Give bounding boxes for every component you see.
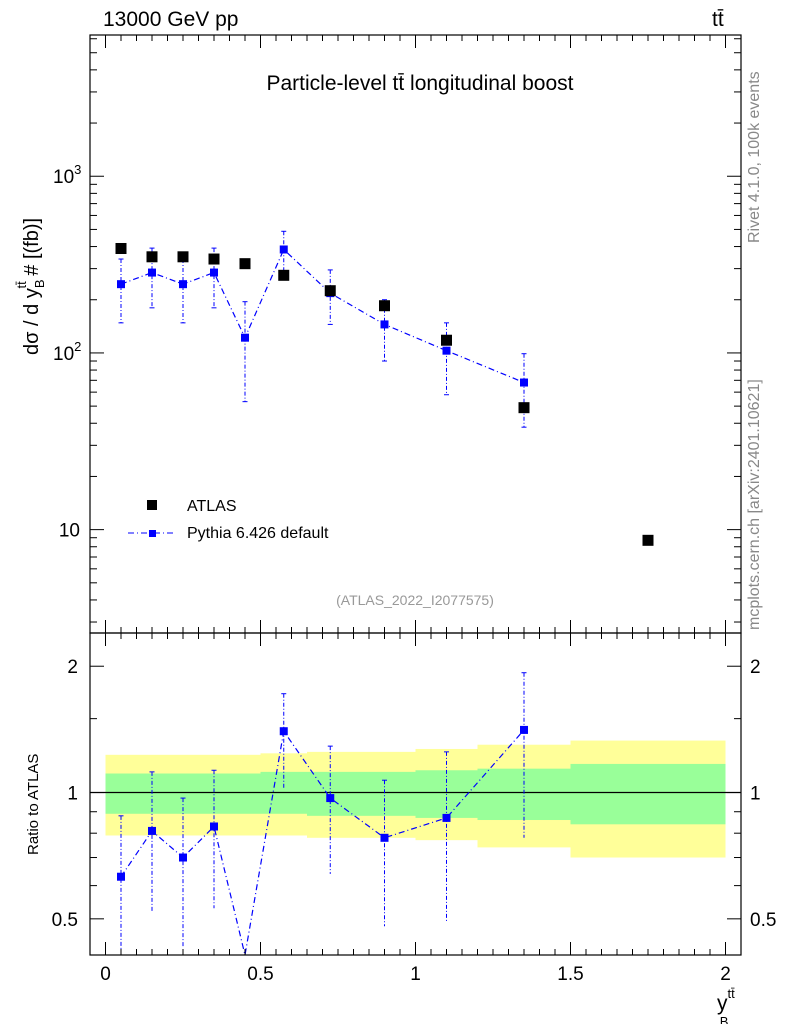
pythia-point <box>117 280 125 289</box>
y-axis-label-tail: # [(fb)] <box>21 218 43 281</box>
pythia-point <box>241 333 249 342</box>
stat-uncertainty-band <box>570 763 726 825</box>
stat-uncertainty-band <box>167 773 199 814</box>
atlas-point <box>379 300 390 312</box>
ratio-point <box>326 794 335 803</box>
legend-label-pythia: Pythia 6.426 default <box>187 525 329 542</box>
y-tick-label-pow: 102 <box>53 339 81 365</box>
chart-title: Particle-level tt̄ longitudinal boost <box>266 72 573 95</box>
x-axis-label: ytt̄ B <box>717 986 735 1024</box>
ratio-point <box>442 813 451 822</box>
pythia-point <box>520 378 528 387</box>
y-tick-label-base: 10 <box>53 167 74 188</box>
pythia-point <box>210 268 218 277</box>
y-axis-label: dσ / d yBtt̄ # [(fb)] <box>14 218 47 355</box>
atlas-point <box>146 251 158 263</box>
legend-marker-pythia <box>149 530 156 537</box>
pythia-point <box>380 320 389 329</box>
ratio-point <box>148 826 156 835</box>
x-tick-label: 1 <box>410 964 421 985</box>
stat-uncertainty-band <box>477 768 571 821</box>
y-tick-label-exp: 2 <box>74 339 81 354</box>
x-axis-label-main: y <box>717 992 728 1015</box>
atlas-point <box>324 285 336 297</box>
ratio-point <box>279 727 288 736</box>
atlas-point <box>177 251 189 263</box>
pythia-point <box>179 280 187 289</box>
y-tick-label-exp: 3 <box>74 162 81 177</box>
pythia-line <box>120 248 525 384</box>
ratio-point <box>520 725 528 734</box>
atlas-point <box>115 242 127 254</box>
atlas-point <box>278 269 290 281</box>
ratio-point <box>179 853 187 862</box>
atlas-point <box>239 258 251 270</box>
x-tick-label: 2 <box>720 964 731 985</box>
ratio-tick-label-right: 1 <box>750 784 761 805</box>
ratio-tick-label-right: 2 <box>750 657 761 678</box>
pythia-point <box>442 346 451 355</box>
atlas-point <box>208 253 220 265</box>
y-tick-label-base: 10 <box>53 344 74 365</box>
ratio-tick-label-left: 0.5 <box>52 910 78 931</box>
analysis-watermark: (ATLAS_2022_I2077575) <box>336 592 494 608</box>
ratio-point <box>380 833 389 842</box>
x-axis-label-sup: tt̄ <box>728 986 736 1001</box>
ratio-line <box>120 729 525 956</box>
y-axis-label-sup: tt̄ <box>14 281 29 289</box>
ratio-point <box>117 872 125 881</box>
atlas-series <box>115 242 654 546</box>
uncertainty-bands <box>105 740 726 858</box>
x-tick-label: 0.5 <box>247 964 273 985</box>
ratio-point <box>210 822 218 831</box>
pythia-point <box>279 245 288 254</box>
legend: ATLAS Pythia 6.426 default <box>128 498 329 542</box>
ratio-tick-label-left: 1 <box>67 784 78 805</box>
process-label: tt̄ <box>712 8 724 31</box>
atlas-point <box>441 334 452 346</box>
pythia-point <box>148 268 156 277</box>
stat-uncertainty-band <box>105 773 137 814</box>
ratio-tick-label-left: 2 <box>67 657 78 678</box>
y-tick-label-10: 10 <box>59 521 80 542</box>
y-axis-label-main: dσ / d y <box>21 288 43 355</box>
atlas-point <box>642 534 654 546</box>
ratio-tick-label-right: 0.5 <box>750 910 776 931</box>
legend-marker-atlas <box>147 500 157 510</box>
y-tick-label-pow: 103 <box>53 162 81 188</box>
x-tick-label: 1.5 <box>557 964 583 985</box>
x-axis-label-sub: B <box>720 1014 729 1024</box>
y-axis-label-sub: B <box>32 280 47 289</box>
stat-uncertainty-band <box>229 773 261 814</box>
ratio-y-axis-label: Ratio to ATLAS <box>25 754 42 855</box>
energy-label: 13000 GeV pp <box>103 8 239 31</box>
legend-label-atlas: ATLAS <box>187 498 237 515</box>
x-tick-label: 0 <box>100 964 111 985</box>
atlas-point <box>518 402 530 414</box>
